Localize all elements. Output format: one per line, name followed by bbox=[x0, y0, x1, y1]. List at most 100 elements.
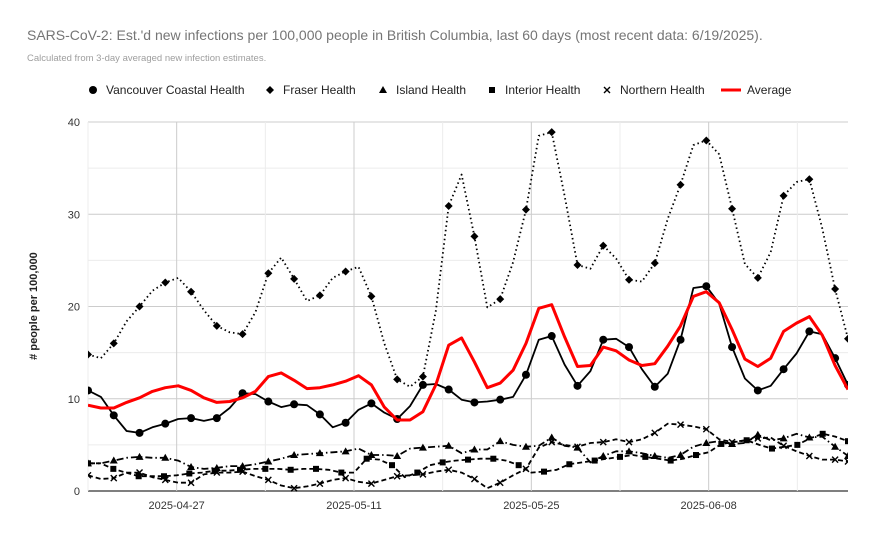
vancouver-coastal-health-point bbox=[625, 343, 634, 352]
island-health-point bbox=[728, 439, 737, 447]
axis-layer: 0 10 20 30 40 2025-04-27 2025-05-11 2025-05-25 2… bbox=[68, 117, 737, 512]
northern-health-point bbox=[342, 474, 350, 482]
legend-label: Fraser Health bbox=[283, 83, 356, 97]
island-health-point bbox=[521, 442, 530, 450]
island-health-point bbox=[676, 451, 685, 459]
average-line bbox=[88, 290, 848, 422]
legend-item-northern-health: Northern Health bbox=[603, 83, 705, 97]
interior-health-point bbox=[465, 456, 471, 463]
vancouver-coastal-health-line bbox=[88, 285, 848, 434]
vancouver-coastal-health-point bbox=[753, 386, 762, 395]
x-tick-label: 2025-05-25 bbox=[503, 500, 559, 512]
legend-label: Northern Health bbox=[620, 83, 705, 97]
interior-health-point bbox=[135, 473, 142, 480]
y-axis-label: # people per 100,000 bbox=[28, 252, 40, 360]
interior-health-point bbox=[718, 440, 725, 447]
interior-health-point bbox=[186, 470, 193, 477]
northern-health-point bbox=[651, 429, 659, 437]
series-layer bbox=[88, 128, 848, 492]
vancouver-coastal-health-point bbox=[650, 382, 659, 391]
northern-health-point bbox=[239, 468, 247, 476]
fraser-health-point bbox=[702, 136, 711, 145]
legend-swatch bbox=[89, 86, 97, 94]
fraser-health-point bbox=[470, 232, 479, 241]
northern-health-point bbox=[110, 474, 118, 482]
vancouver-coastal-health-point bbox=[779, 365, 788, 374]
vancouver-coastal-health-point bbox=[187, 414, 196, 423]
vancouver-coastal-health-point bbox=[805, 327, 814, 336]
northern-health-point bbox=[393, 472, 401, 480]
vancouver-coastal-health-point bbox=[470, 398, 479, 407]
interior-health-point bbox=[541, 468, 547, 475]
fraser-health-point bbox=[496, 295, 505, 304]
interior-health-point bbox=[642, 453, 649, 460]
fraser-health-point bbox=[625, 275, 634, 284]
vancouver-coastal-health-point bbox=[341, 418, 350, 427]
legend-swatch bbox=[603, 86, 611, 94]
northern-health-point bbox=[367, 480, 375, 488]
vancouver-coastal-health-point bbox=[135, 428, 144, 437]
vancouver-coastal-health-point bbox=[547, 332, 556, 341]
island-health-point bbox=[135, 452, 144, 460]
vancouver-coastal-health-point bbox=[264, 397, 273, 406]
fraser-health-point bbox=[109, 339, 118, 348]
interior-health-point bbox=[88, 460, 91, 467]
northern-health-point bbox=[213, 469, 221, 477]
vancouver-coastal-health-point bbox=[676, 335, 685, 344]
interior-health-point bbox=[617, 453, 623, 460]
interior-health-point bbox=[566, 461, 573, 468]
island-health-point bbox=[315, 449, 324, 457]
fraser-health-point bbox=[676, 180, 685, 189]
series-fraser-health bbox=[88, 128, 848, 388]
fraser-health-point bbox=[212, 321, 221, 330]
interior-health-point bbox=[490, 455, 497, 462]
island-health-point bbox=[444, 441, 453, 449]
series-vancouver-coastal-health bbox=[88, 282, 848, 437]
interior-health-point bbox=[338, 469, 345, 476]
island-health-point bbox=[599, 451, 608, 459]
northern-health-point bbox=[677, 421, 685, 429]
fraser-health-point bbox=[831, 284, 840, 293]
grid-layer bbox=[87, 121, 848, 492]
vancouver-coastal-health-point bbox=[109, 411, 118, 420]
legend-label: Interior Health bbox=[505, 83, 580, 97]
northern-health-point bbox=[445, 466, 453, 474]
northern-health-point bbox=[573, 443, 581, 451]
fraser-health-point bbox=[573, 260, 582, 269]
island-health-point bbox=[341, 447, 350, 455]
fraser-health-point bbox=[779, 191, 788, 200]
northern-health-point bbox=[290, 484, 298, 492]
y-tick-label: 20 bbox=[68, 302, 80, 314]
island-health-point bbox=[625, 447, 634, 455]
island-health-line bbox=[88, 432, 848, 470]
northern-health-point bbox=[496, 479, 504, 487]
northern-health-point bbox=[702, 425, 710, 433]
interior-health-point bbox=[262, 465, 269, 472]
legend-label: Vancouver Coastal Health bbox=[106, 83, 245, 97]
fraser-health-point bbox=[418, 372, 427, 381]
vancouver-coastal-health-point bbox=[573, 381, 582, 390]
vancouver-coastal-health-point bbox=[212, 414, 221, 423]
fraser-health-point bbox=[650, 259, 659, 268]
interior-health-point bbox=[819, 430, 826, 437]
y-tick-label: 40 bbox=[68, 117, 80, 129]
interior-health-point bbox=[769, 445, 775, 452]
interior-health-point bbox=[845, 438, 848, 445]
island-health-point bbox=[187, 463, 196, 471]
fraser-health-point bbox=[187, 287, 196, 296]
interior-health-point bbox=[794, 441, 801, 448]
fraser-health-point bbox=[547, 128, 556, 137]
vancouver-coastal-health-point bbox=[444, 385, 453, 394]
fraser-health-point bbox=[315, 291, 324, 300]
interior-health-point bbox=[161, 473, 167, 480]
legend-swatch bbox=[379, 86, 387, 93]
interior-health-point bbox=[743, 437, 750, 444]
legend-label: Island Health bbox=[396, 83, 466, 97]
northern-health-point bbox=[831, 456, 839, 464]
northern-health-point bbox=[844, 457, 848, 465]
northern-health-point bbox=[264, 476, 272, 484]
interior-health-point bbox=[389, 462, 395, 469]
fraser-health-point bbox=[844, 334, 848, 343]
interior-health-point bbox=[414, 469, 421, 476]
